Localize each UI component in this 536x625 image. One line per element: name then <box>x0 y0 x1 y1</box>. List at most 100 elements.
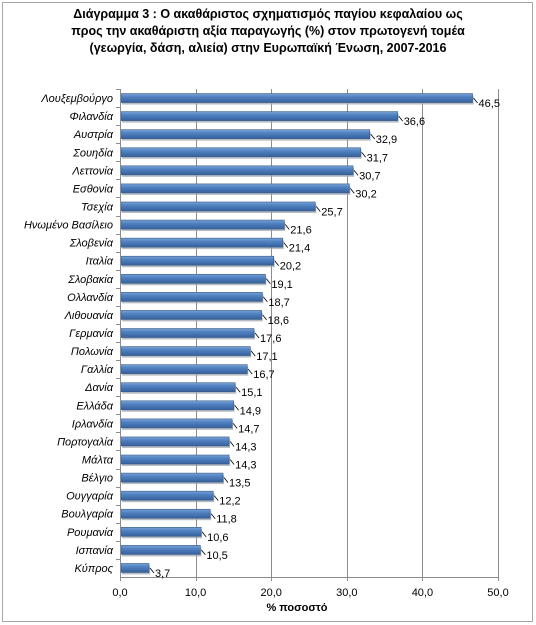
category-label: Βέλγιο <box>81 473 113 485</box>
value-leader <box>361 152 366 158</box>
bar <box>120 93 473 103</box>
bar <box>120 346 251 356</box>
bar <box>120 364 248 374</box>
category-label: Φιλανδία <box>69 111 113 123</box>
bar <box>120 310 262 320</box>
category-label: Ισπανία <box>76 545 114 557</box>
value-leader <box>201 549 206 556</box>
data-label: 17,6 <box>260 333 281 345</box>
data-label: 15,1 <box>241 387 262 399</box>
bar <box>120 382 236 393</box>
category-label: Δανία <box>84 382 114 394</box>
x-tick-label: 20,0 <box>260 587 281 599</box>
data-label: 25,7 <box>321 206 342 218</box>
bar <box>120 328 255 338</box>
data-label: 14,9 <box>240 405 261 417</box>
x-tick-label: 30,0 <box>336 587 357 599</box>
bar <box>120 255 275 266</box>
bar <box>120 400 234 411</box>
data-label: 30,2 <box>355 188 376 200</box>
category-label: Ουγγαρία <box>66 491 114 503</box>
axes <box>116 89 499 581</box>
value-leader <box>247 368 253 375</box>
x-axis-title: % ποσοστό <box>266 602 327 614</box>
value-leader <box>210 513 216 519</box>
category-label: Γαλλία <box>81 364 114 376</box>
bar <box>120 273 266 284</box>
x-tick-label: 40,0 <box>412 587 433 599</box>
value-leader <box>149 567 155 574</box>
bar <box>120 111 398 121</box>
category-label: Λεττονία <box>71 165 113 177</box>
value-leader <box>235 386 241 393</box>
data-label: 32,9 <box>376 134 397 146</box>
value-leader <box>315 206 321 212</box>
category-label: Γερμανία <box>69 328 114 340</box>
labels: 0,0 10,0 20,0 30,0 40,0 50,0 Λουξεμβούργο 46,5 Φ… <box>24 93 509 614</box>
category-label: Μάλτα <box>82 455 114 467</box>
bar <box>120 201 316 212</box>
data-label: 14,3 <box>235 460 256 472</box>
category-label: Σλοβενία <box>69 238 114 250</box>
data-label: 13,5 <box>229 478 250 490</box>
category-label: Σουηδία <box>72 147 113 159</box>
category-label: Αυστρία <box>73 129 114 141</box>
value-leader <box>223 477 229 483</box>
category-label: Λουξεμβούργο <box>40 93 113 105</box>
data-label: 21,4 <box>289 243 310 255</box>
value-leader <box>213 495 219 501</box>
x-tick-label: 50,0 <box>487 587 508 599</box>
bar <box>120 237 284 248</box>
category-label: Κύπρος <box>74 563 113 575</box>
value-leader <box>263 296 268 303</box>
data-label: 14,3 <box>235 441 256 453</box>
data-label: 30,7 <box>359 170 380 182</box>
data-label: 14,7 <box>238 423 259 435</box>
bar <box>120 490 214 501</box>
category-label: Τσεχία <box>81 201 114 213</box>
category-label: Ιρλανδία <box>72 418 114 430</box>
bar <box>120 219 285 230</box>
bar <box>120 129 371 139</box>
bar <box>120 563 150 573</box>
data-label: 21,6 <box>290 225 311 237</box>
chart-title-line-3: (γεωργία, δάση, αλιεία) στην Ευρωπαϊκή Έ… <box>89 41 447 55</box>
value-leader <box>398 115 404 122</box>
category-label: Ολλανδία <box>67 292 114 304</box>
value-leader <box>262 314 267 321</box>
bars <box>120 93 474 575</box>
data-label: 16,7 <box>253 369 274 381</box>
category-label: Εσθονία <box>73 183 114 195</box>
value-leader <box>266 278 271 285</box>
data-label: 31,7 <box>367 152 388 164</box>
bar <box>120 147 361 158</box>
value-leader <box>353 170 359 176</box>
category-label: Πολωνία <box>71 346 114 358</box>
x-tick-label: 10,0 <box>185 587 206 599</box>
value-leader <box>250 350 256 357</box>
bar <box>120 527 202 537</box>
value-leader <box>232 423 238 429</box>
category-label: Σλοβακία <box>67 274 113 286</box>
data-label: 18,6 <box>268 315 289 327</box>
bar <box>120 418 233 429</box>
data-label: 12,2 <box>219 496 240 508</box>
value-leader <box>234 405 239 411</box>
data-label: 20,2 <box>280 261 301 273</box>
bar <box>120 183 350 194</box>
category-label: Ελλάδα <box>76 400 113 412</box>
value-leader <box>229 459 235 465</box>
value-leader <box>274 260 280 266</box>
data-label: 19,1 <box>271 279 292 291</box>
value-leader <box>229 441 235 447</box>
value-leader <box>473 97 478 104</box>
bar <box>120 508 211 519</box>
category-label: Ρουμανία <box>67 527 114 539</box>
category-label: Βουλγαρία <box>61 509 113 521</box>
chart-title: Διάγραμμα 3 : Ο ακαθάριστος σχηματισμός … <box>0 6 536 57</box>
data-label: 46,5 <box>479 98 500 110</box>
data-label: 10,6 <box>207 532 228 544</box>
data-label: 10,5 <box>206 550 227 562</box>
